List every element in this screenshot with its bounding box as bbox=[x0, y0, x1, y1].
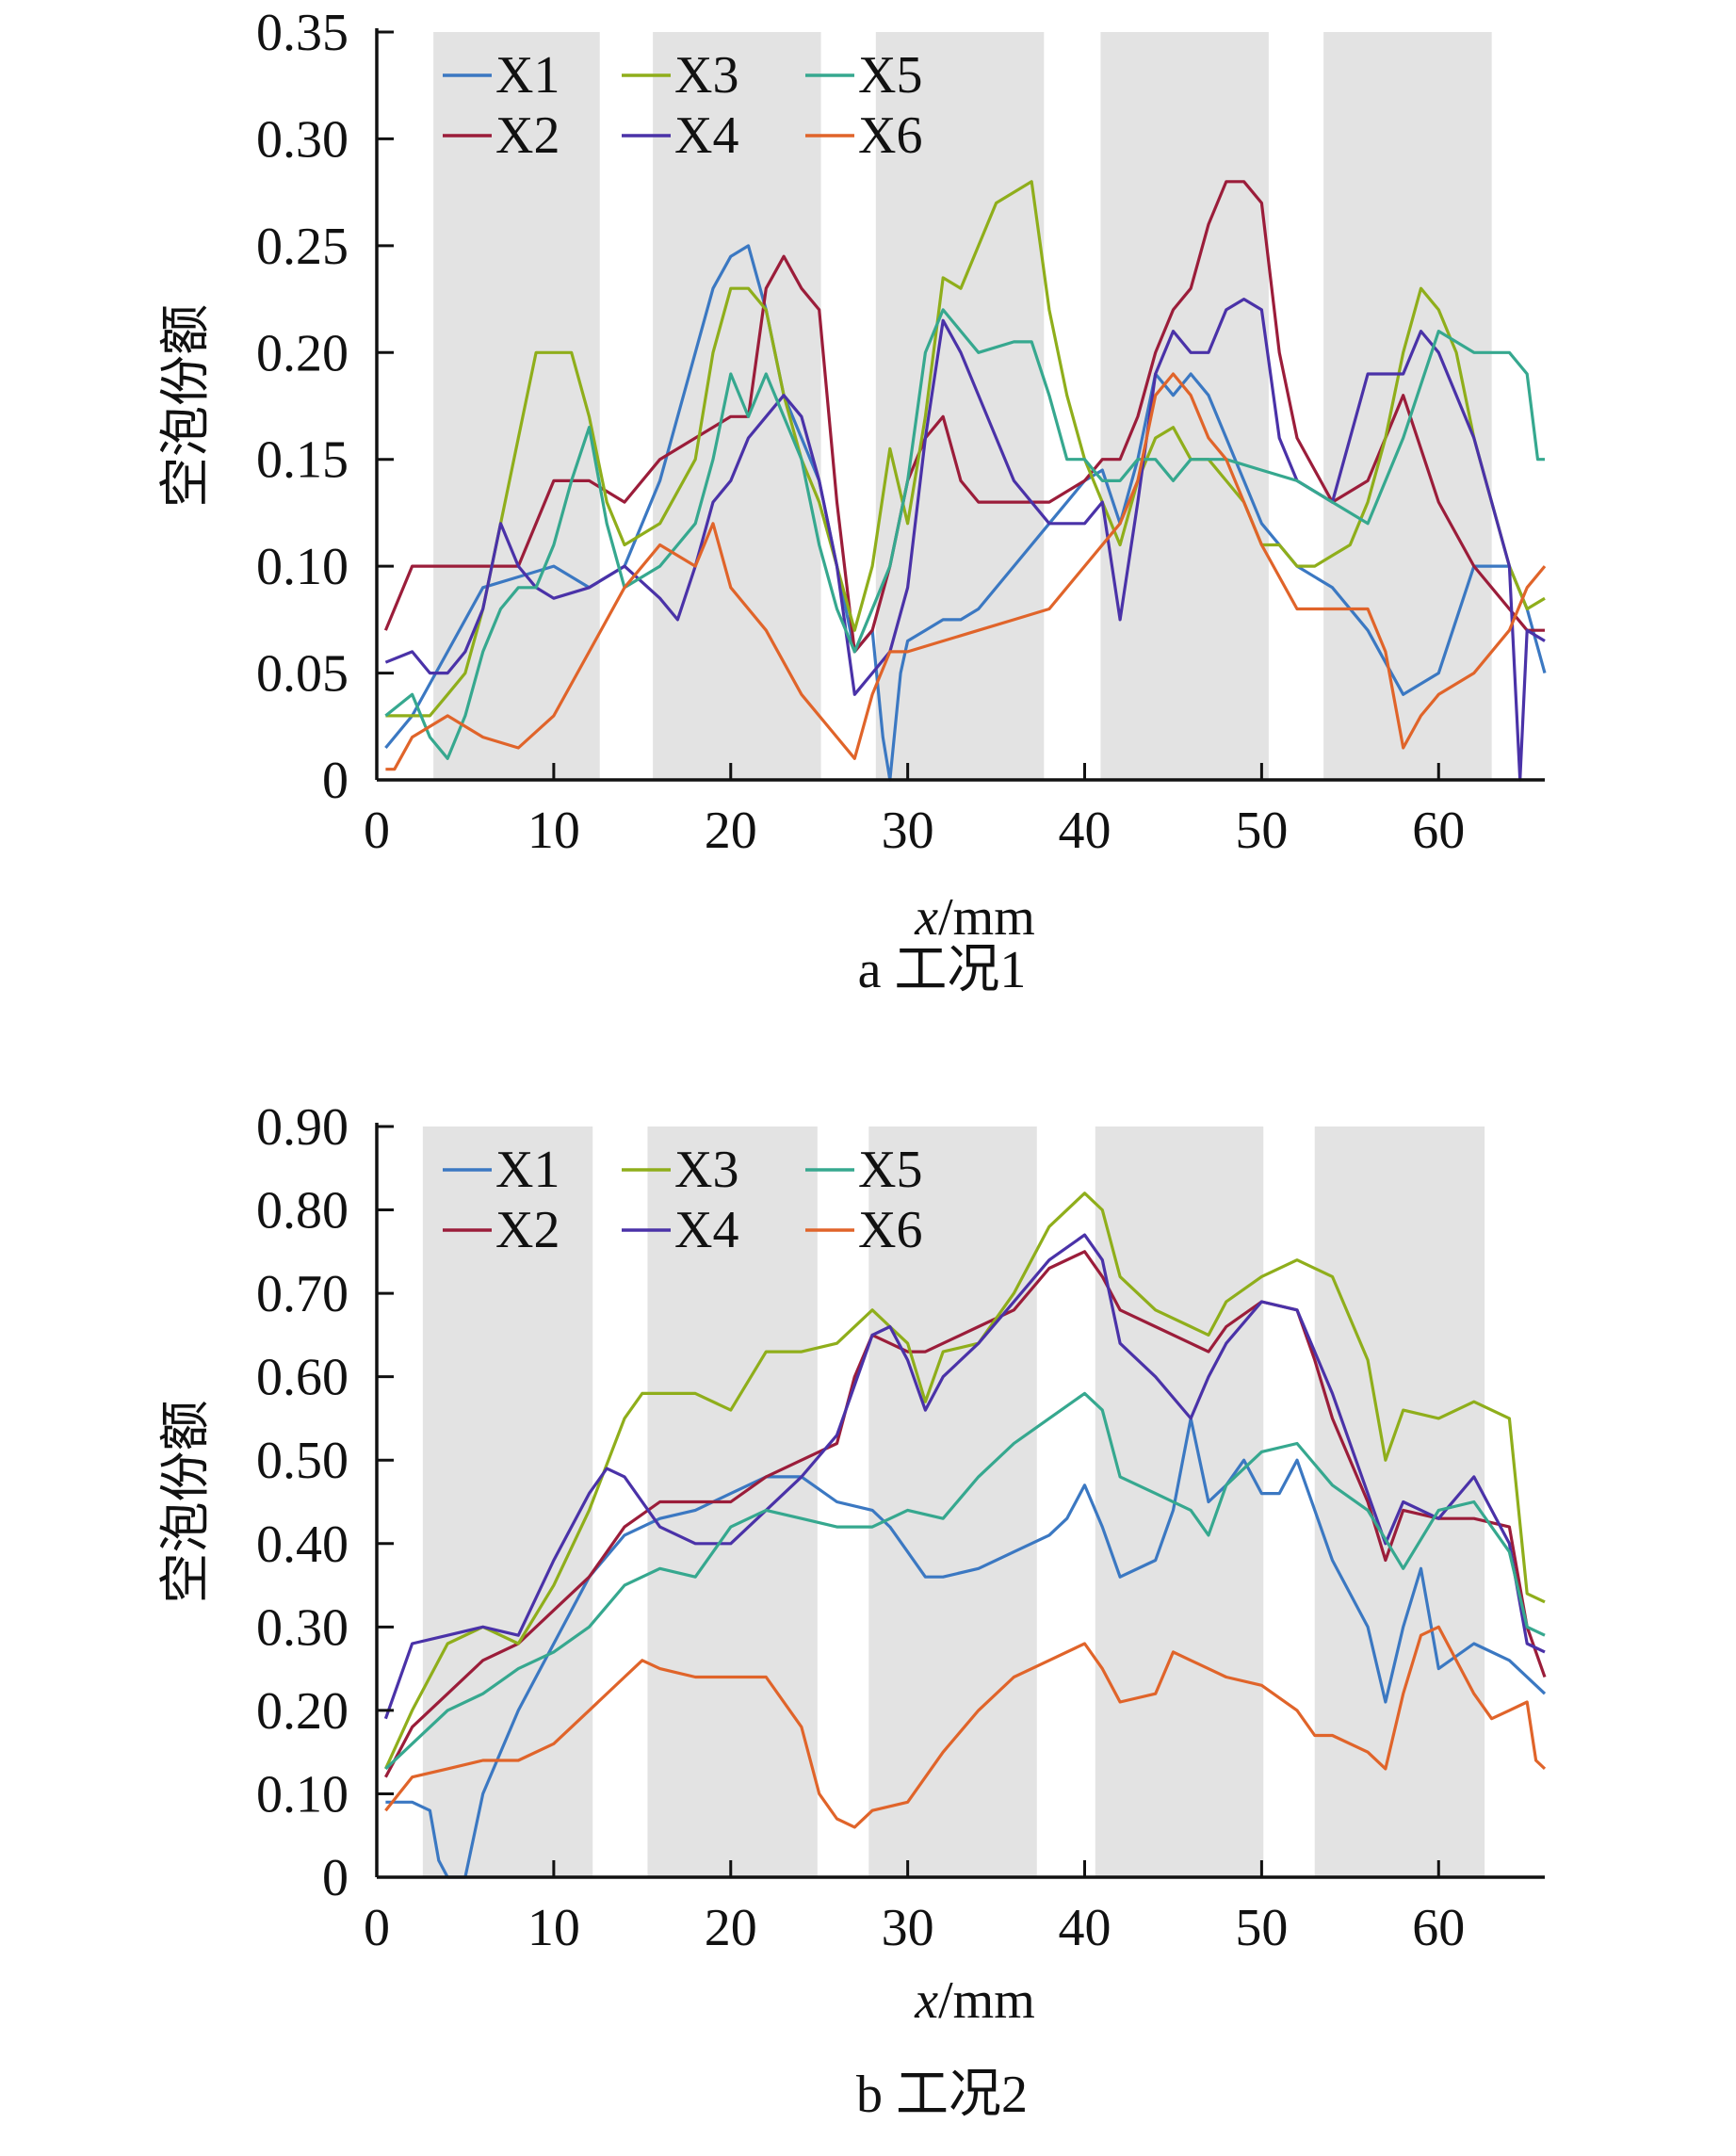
y-tick-label: 0.50 bbox=[256, 1432, 349, 1490]
x-tick-label: 0 bbox=[364, 1899, 390, 1957]
chart-b: 0 0.10 0.20 0.30 0.40 0.50 0.60 0.70 0.80 0.90 0 10… bbox=[157, 1098, 1547, 2124]
shaded-region bbox=[1314, 1127, 1485, 1877]
x-tick-label: 30 bbox=[882, 802, 934, 860]
legend-label-x3: X3 bbox=[674, 1141, 738, 1199]
legend-label-x1: X1 bbox=[495, 1141, 560, 1199]
x-tick-label: 50 bbox=[1235, 1899, 1288, 1957]
shaded-region bbox=[1100, 32, 1269, 780]
y-tick-label: 0.15 bbox=[256, 431, 349, 490]
x-axis-unit: /mm bbox=[938, 1971, 1035, 2030]
y-tick-label: 0.35 bbox=[256, 4, 349, 62]
shaded-region bbox=[868, 1127, 1037, 1877]
y-tick-label: 0.05 bbox=[256, 645, 349, 704]
x-tick-label: 50 bbox=[1235, 802, 1288, 860]
x-axis-unit: /mm bbox=[938, 888, 1035, 947]
y-tick-label: 0.10 bbox=[256, 1765, 349, 1824]
legend-label-x2: X2 bbox=[495, 1201, 560, 1259]
y-tick-label: 0.10 bbox=[256, 538, 349, 596]
y-tick-label: 0.40 bbox=[256, 1516, 349, 1574]
y-tick-label: 0.30 bbox=[256, 110, 349, 169]
y-tick-label: 0.25 bbox=[256, 218, 349, 276]
x-axis-variable: x bbox=[914, 1971, 938, 2030]
shaded-region bbox=[422, 1127, 593, 1877]
legend-label-x3: X3 bbox=[674, 46, 738, 105]
y-tick-label: 0 bbox=[322, 1849, 349, 1907]
series-line-x1 bbox=[384, 244, 1547, 782]
chart-a: 0 0.05 0.10 0.15 0.20 0.25 0.30 0.35 0 10 20 30 40 50… bbox=[157, 4, 1547, 999]
legend-label-x4: X4 bbox=[674, 1201, 738, 1259]
shaded-region bbox=[1095, 1127, 1264, 1877]
series-line-x3 bbox=[385, 180, 1546, 718]
legend-label-x6: X6 bbox=[858, 1201, 922, 1259]
legend-label-x5: X5 bbox=[858, 1141, 922, 1199]
y-tick-label: 0.30 bbox=[256, 1598, 349, 1657]
x-axis-label: x/mm bbox=[914, 1971, 1035, 2030]
y-tick-label: 0.60 bbox=[256, 1349, 349, 1407]
y-axis-label: 空泡份额 bbox=[157, 1401, 214, 1604]
legend-label-x6: X6 bbox=[858, 106, 922, 165]
series-line-x5 bbox=[384, 308, 1545, 760]
y-tick-label: 0.80 bbox=[256, 1182, 349, 1240]
x-tick-label: 0 bbox=[364, 802, 390, 860]
x-tick-label: 10 bbox=[527, 802, 580, 860]
series-line-x5 bbox=[384, 1391, 1546, 1771]
x-tick-label: 40 bbox=[1059, 802, 1111, 860]
y-tick-label: 0.20 bbox=[256, 1682, 349, 1741]
x-tick-label: 60 bbox=[1412, 1899, 1465, 1957]
x-tick-label: 20 bbox=[705, 1899, 757, 1957]
series-line-x6 bbox=[385, 372, 1547, 771]
x-tick-label: 10 bbox=[527, 1899, 580, 1957]
x-tick-label: 40 bbox=[1059, 1899, 1111, 1957]
y-tick-label: 0.20 bbox=[256, 324, 349, 382]
x-axis-label: x/mm bbox=[914, 888, 1035, 947]
series-line-x4 bbox=[383, 1233, 1546, 1720]
y-tick-label: 0.90 bbox=[256, 1098, 349, 1157]
legend-label-x4: X4 bbox=[674, 106, 738, 165]
figure-caption: b 工况2 bbox=[856, 2066, 1028, 2124]
y-tick-label: 0 bbox=[322, 752, 349, 810]
y-tick-label: 0.70 bbox=[256, 1265, 349, 1323]
series-line-x2 bbox=[383, 180, 1545, 654]
series-line-x6 bbox=[384, 1625, 1547, 1829]
legend-label-x5: X5 bbox=[858, 46, 922, 105]
y-axis-label: 空泡份额 bbox=[157, 304, 214, 508]
legend-label-x1: X1 bbox=[495, 46, 560, 105]
x-tick-label: 20 bbox=[705, 802, 757, 860]
legend-label-x2: X2 bbox=[495, 106, 560, 165]
x-axis-variable: x bbox=[914, 888, 938, 947]
series-line-x4 bbox=[384, 298, 1546, 782]
x-tick-label: 30 bbox=[882, 1899, 934, 1957]
figure-caption: a 工况1 bbox=[858, 941, 1027, 999]
x-tick-label: 60 bbox=[1412, 802, 1465, 860]
